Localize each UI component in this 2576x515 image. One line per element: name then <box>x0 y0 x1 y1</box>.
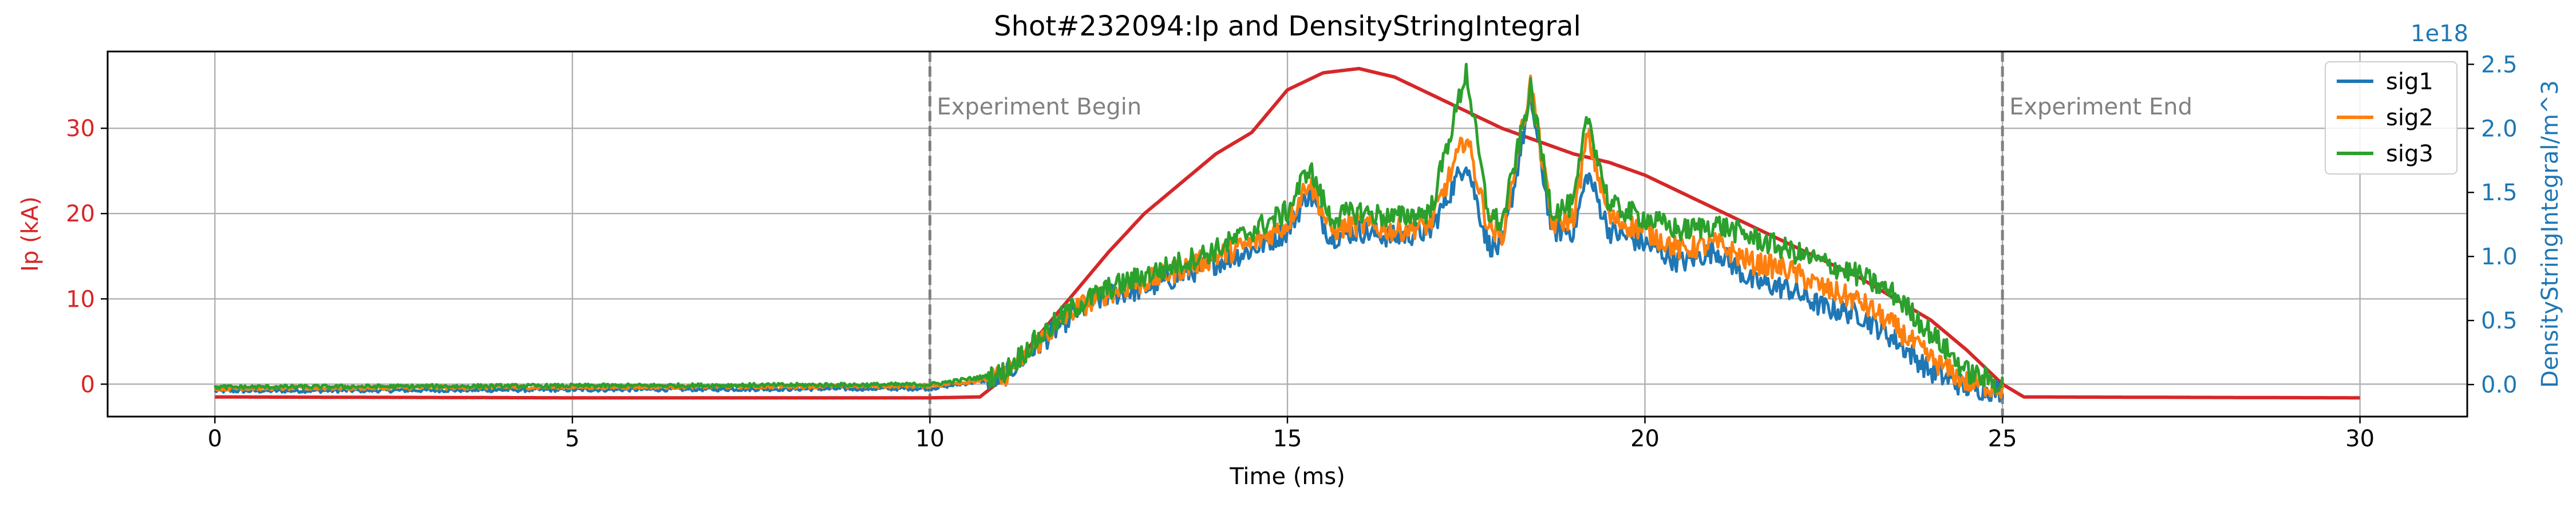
y-axis-label-left: Ip (kA) <box>17 196 44 272</box>
legend-box <box>2325 61 2458 175</box>
density-lines-layer <box>214 62 2004 403</box>
legend-label-sig3: sig3 <box>2386 141 2433 167</box>
y-right-tick-label: 0.0 <box>2481 372 2518 398</box>
annotation-label: Experiment End <box>2009 94 2192 120</box>
legend-label-sig2: sig2 <box>2386 105 2433 131</box>
y-right-tick-label: 1.0 <box>2481 244 2518 270</box>
y-right-tick-label: 1.5 <box>2481 180 2518 206</box>
chart-title: Shot#232094:Ip and DensityStringIntegral <box>994 10 1581 42</box>
legend: sig1 sig2 sig3 <box>2325 61 2458 175</box>
x-tick-label: 10 <box>915 426 945 452</box>
x-tick-label: 5 <box>565 426 579 452</box>
y-right-tick-label: 2.5 <box>2481 52 2518 78</box>
x-tick-label: 0 <box>208 426 222 452</box>
annotations: Experiment Begin Experiment End <box>928 52 2192 417</box>
y-left-tick-label: 10 <box>66 286 95 312</box>
y-axis-label-right: DensityStringIntegral/m^3 <box>2537 80 2563 388</box>
density-line-sig3 <box>214 62 2004 394</box>
ticks: 0 5 10 15 20 25 30 0 10 20 30 0.0 0.5 1.0 1.5 2.0 2.5 <box>66 52 2518 452</box>
x-tick-label: 20 <box>1630 426 1660 452</box>
x-tick-label: 15 <box>1273 426 1302 452</box>
y-axis-offset-text-right: 1e18 <box>2411 21 2468 47</box>
x-axis-label: Time (ms) <box>1229 464 1345 490</box>
legend-label-sig1: sig1 <box>2386 69 2433 95</box>
annotation-label: Experiment Begin <box>937 94 1141 120</box>
y-right-tick-label: 0.5 <box>2481 308 2518 334</box>
y-left-tick-label: 0 <box>81 371 95 398</box>
density-line-sig2 <box>214 74 2004 399</box>
y-left-tick-label: 30 <box>66 116 95 142</box>
x-tick-label: 30 <box>2345 426 2374 452</box>
y-right-tick-label: 2.0 <box>2481 116 2518 142</box>
y-left-tick-label: 20 <box>66 201 95 227</box>
x-tick-label: 25 <box>1988 426 2017 452</box>
